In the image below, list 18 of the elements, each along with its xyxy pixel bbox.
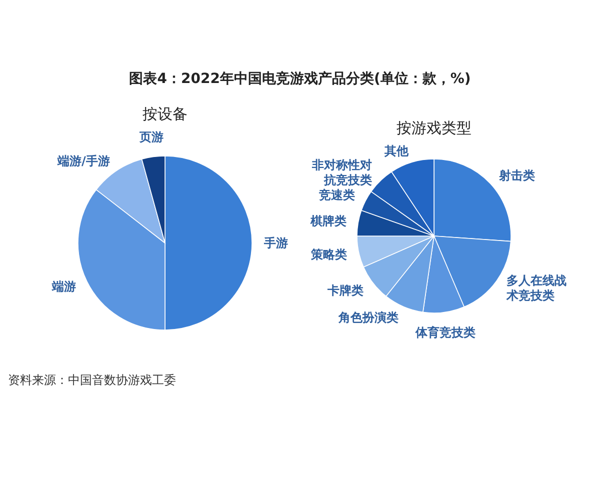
slice-label: 页游	[138, 130, 164, 144]
slice-label: 非对称性对抗竞技类	[311, 158, 372, 188]
chart-subtitle: 按设备	[142, 105, 188, 123]
chart-title: 图表4：2022年中国电竞游戏产品分类(单位：款，%)	[129, 70, 471, 87]
slice-label: 角色扮演类	[338, 310, 399, 325]
slice-label: 竞速类	[318, 188, 355, 202]
slice-label: 端游/手游	[56, 154, 110, 168]
slice-label: 其他	[383, 144, 410, 158]
slice-label: 策略类	[310, 247, 347, 262]
slice-label: 体育竞技类	[414, 325, 476, 340]
slice-label: 射击类	[498, 168, 536, 182]
slice-label: 端游	[51, 280, 76, 294]
text: 资料来源：中国音数协游戏工委	[8, 373, 176, 387]
slice-label: 棋牌类	[309, 214, 346, 228]
slice-label: 手游	[263, 236, 288, 250]
slice-label: 卡牌类	[326, 283, 364, 298]
chart-subtitle: 按游戏类型	[396, 119, 472, 137]
slice-label: 多人在线战术竞技类	[505, 274, 566, 303]
